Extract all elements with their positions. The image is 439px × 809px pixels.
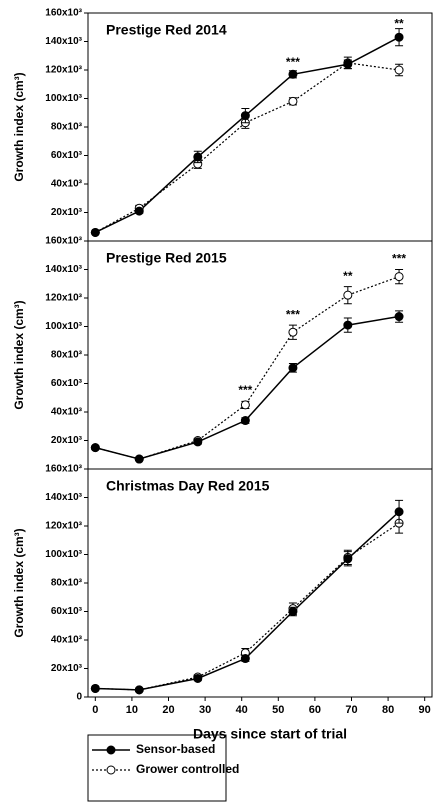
y-tick-label: 40x10³ xyxy=(51,179,83,190)
plot-frame xyxy=(87,468,433,698)
data-point xyxy=(394,507,404,517)
y-tick-label: 120x10³ xyxy=(45,65,82,76)
legend-label: Sensor-based xyxy=(136,742,215,756)
y-tick-label: 100x10³ xyxy=(45,321,82,332)
y-tick-label: 140x10³ xyxy=(45,36,82,47)
x-tick-label: 10 xyxy=(126,704,138,716)
legend-label: Grower controlled xyxy=(136,762,239,776)
y-tick-label: 160x10³ xyxy=(45,236,82,247)
chart-title: Christmas Day Red 2015 xyxy=(106,478,270,494)
y-tick-label: 80x10³ xyxy=(51,122,83,133)
data-point xyxy=(240,654,250,664)
y-tick-label: 160x10³ xyxy=(45,8,82,19)
y-axis-label: Growth index (cm³) xyxy=(12,72,26,181)
significance-label: *** xyxy=(286,307,300,321)
y-tick-label: 40x10³ xyxy=(51,635,83,646)
data-point xyxy=(134,685,144,695)
x-tick-label: 30 xyxy=(199,704,211,716)
data-point xyxy=(394,272,404,282)
x-tick-label: 0 xyxy=(92,704,98,716)
y-axis-label: Growth index (cm³) xyxy=(12,528,26,637)
y-tick-label: 140x10³ xyxy=(45,492,82,503)
chart-title: Prestige Red 2015 xyxy=(106,250,227,266)
data-point xyxy=(90,227,100,237)
y-axis-label: Growth index (cm³) xyxy=(12,300,26,409)
data-point xyxy=(90,683,100,693)
significance-label: *** xyxy=(238,383,252,397)
series-line xyxy=(95,276,400,460)
significance-label: ** xyxy=(394,17,404,31)
legend-marker xyxy=(106,745,116,755)
legend-marker xyxy=(106,765,116,775)
y-tick-label: 60x10³ xyxy=(51,606,83,617)
data-point xyxy=(193,152,203,162)
data-point xyxy=(240,111,250,121)
y-tick-label: 20x10³ xyxy=(51,663,83,674)
x-axis-label: Days since start of trial xyxy=(193,726,347,742)
y-tick-label: 140x10³ xyxy=(45,264,82,275)
y-tick-label: 0 xyxy=(76,692,82,703)
y-tick-label: 100x10³ xyxy=(45,549,82,560)
data-point xyxy=(288,96,298,106)
data-point xyxy=(134,206,144,216)
y-tick-label: 100x10³ xyxy=(45,93,82,104)
x-tick-label: 80 xyxy=(382,704,394,716)
x-tick-label: 70 xyxy=(345,704,357,716)
significance-label: *** xyxy=(286,55,300,69)
x-tick-label: 50 xyxy=(272,704,284,716)
y-tick-label: 20x10³ xyxy=(51,435,83,446)
x-tick-label: 90 xyxy=(419,704,431,716)
series-line xyxy=(95,511,400,691)
y-tick-label: 40x10³ xyxy=(51,407,83,418)
data-point xyxy=(288,363,298,373)
y-tick-label: 120x10³ xyxy=(45,293,82,304)
data-point xyxy=(288,69,298,79)
data-point xyxy=(193,673,203,683)
data-point xyxy=(193,437,203,447)
y-tick-label: 20x10³ xyxy=(51,207,83,218)
data-point xyxy=(288,327,298,337)
y-tick-label: 80x10³ xyxy=(51,578,83,589)
data-point xyxy=(394,65,404,75)
data-point xyxy=(394,32,404,42)
data-point xyxy=(240,416,250,426)
data-point xyxy=(343,320,353,330)
y-tick-label: 60x10³ xyxy=(51,378,83,389)
x-tick-label: 40 xyxy=(236,704,248,716)
data-point xyxy=(343,290,353,300)
data-point xyxy=(288,607,298,616)
series-line xyxy=(94,36,400,234)
data-point xyxy=(240,400,250,410)
data-point xyxy=(394,312,404,322)
y-tick-label: 60x10³ xyxy=(51,150,83,161)
series-line xyxy=(95,522,400,691)
data-point xyxy=(90,443,100,453)
significance-label: ** xyxy=(343,269,353,283)
x-tick-label: 20 xyxy=(162,704,174,716)
y-tick-label: 160x10³ xyxy=(45,464,82,475)
chart-title: Prestige Red 2014 xyxy=(106,22,227,38)
significance-label: *** xyxy=(392,252,406,266)
data-point xyxy=(343,554,353,564)
y-tick-label: 120x10³ xyxy=(45,521,82,532)
data-point xyxy=(343,59,353,69)
x-tick-label: 60 xyxy=(309,704,321,716)
y-tick-label: 80x10³ xyxy=(51,350,83,361)
plot-frame xyxy=(87,240,433,470)
data-point xyxy=(134,454,144,464)
